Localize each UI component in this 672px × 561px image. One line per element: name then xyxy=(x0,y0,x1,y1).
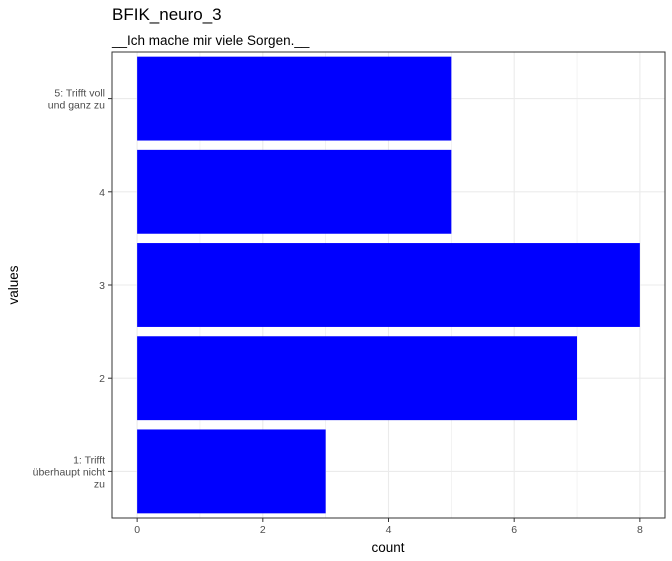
bar xyxy=(137,336,578,421)
y-tick-label: 4 xyxy=(99,187,105,199)
x-tick-label: 8 xyxy=(637,524,643,536)
y-axis-ticks: 1: Trifft überhaupt nicht zu 2 3 4 5: Trifft v… xyxy=(33,88,112,490)
bar xyxy=(137,243,640,327)
chart-title: BFIK_neuro_3 xyxy=(112,5,222,24)
x-tick-label: 2 xyxy=(260,524,266,536)
x-tick-label: 4 xyxy=(386,524,392,536)
bars xyxy=(137,56,640,514)
y-tick-label: 5: Trifft voll und ganz zu xyxy=(48,88,105,112)
bar xyxy=(137,429,326,514)
y-tick-label: 2 xyxy=(99,373,105,385)
x-tick-label: 0 xyxy=(134,524,140,536)
x-axis-title: count xyxy=(371,540,404,555)
x-tick-label: 6 xyxy=(511,524,517,536)
bar xyxy=(137,56,452,141)
bar xyxy=(137,149,452,234)
y-axis-title: values xyxy=(6,265,21,304)
y-tick-label: 3 xyxy=(99,280,105,292)
x-axis-ticks: 0 2 4 6 8 xyxy=(134,518,643,536)
chart-subtitle: __Ich mache mir viele Sorgen.__ xyxy=(111,33,310,48)
y-tick-label: 1: Trifft überhaupt nicht zu xyxy=(33,454,106,490)
